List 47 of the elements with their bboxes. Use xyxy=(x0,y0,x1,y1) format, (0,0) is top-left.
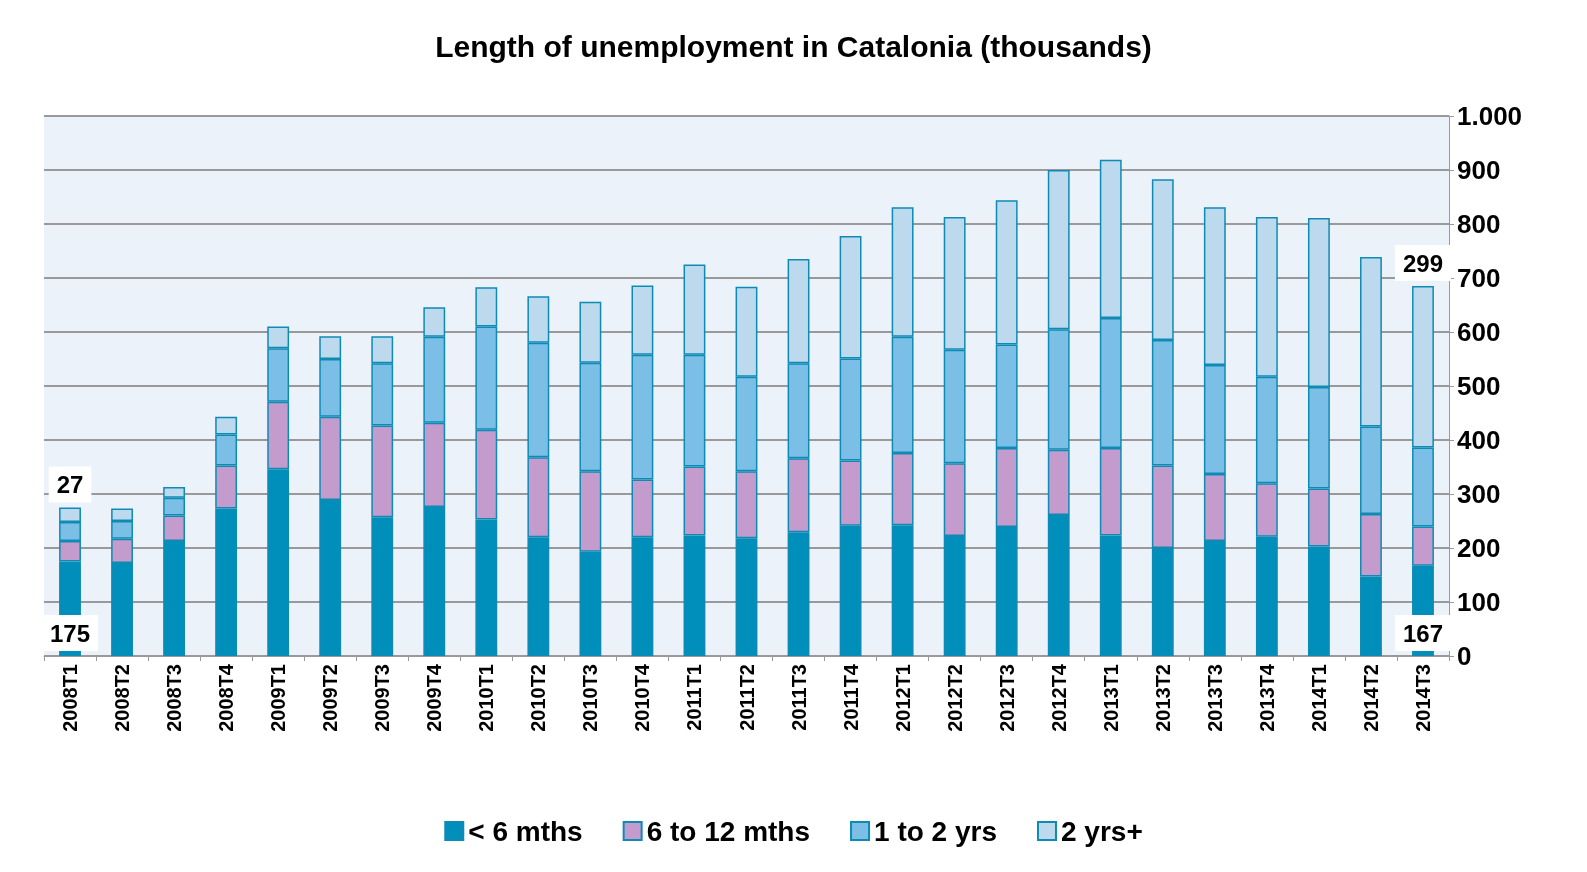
x-tick-label: 2009T3 xyxy=(371,664,394,732)
x-tick-label: 2012T2 xyxy=(943,664,966,732)
data-label: 299 xyxy=(1402,249,1443,277)
x-tick-label: 2013T2 xyxy=(1151,664,1174,732)
legend-label: 1 to 2 yrs xyxy=(874,815,997,847)
y-tick-label: 700 xyxy=(1457,263,1501,293)
y-tick-label: 1.000 xyxy=(1457,101,1523,131)
x-tick-label: 2010T2 xyxy=(527,664,550,732)
x-tick-label: 2014T3 xyxy=(1411,664,1434,732)
x-tick-label: 2013T1 xyxy=(1099,664,1122,732)
x-tick-label: 2011T1 xyxy=(683,664,706,731)
y-tick-label: 100 xyxy=(1457,587,1501,617)
data-label: 27 xyxy=(56,471,84,498)
data-label: 167 xyxy=(1402,619,1443,647)
y-tick-label: 300 xyxy=(1457,479,1501,509)
data-label: 175 xyxy=(50,619,91,647)
x-tick-label: 2008T2 xyxy=(111,664,134,732)
x-tick-label: 2009T1 xyxy=(267,664,290,732)
x-tick-label: 2010T1 xyxy=(475,664,498,732)
x-tick-label: 2012T4 xyxy=(1047,663,1070,732)
x-tick-label: 2008T3 xyxy=(163,664,186,732)
y-tick-label: 200 xyxy=(1457,533,1501,563)
x-tick-label: 2013T4 xyxy=(1255,663,1278,732)
y-tick-label: 600 xyxy=(1457,317,1501,347)
x-tick-label: 2012T3 xyxy=(995,664,1018,732)
x-tick-label: 2011T4 xyxy=(839,663,862,731)
y-tick-label: 900 xyxy=(1457,155,1501,185)
x-tick-label: 2008T1 xyxy=(59,664,82,732)
x-tick-label: 2011T3 xyxy=(787,664,810,731)
x-tick-label: 2012T1 xyxy=(891,664,914,732)
x-tick-label: 2009T4 xyxy=(423,663,446,732)
x-tick-label: 2011T2 xyxy=(735,664,758,731)
x-tick-label: 2010T4 xyxy=(631,663,654,732)
chart-title: Length of unemployment in Catalonia (thousands) xyxy=(435,29,1152,63)
x-tick-label: 2010T3 xyxy=(579,664,602,732)
x-tick-label: 2008T4 xyxy=(215,663,238,732)
legend-label: 2 yrs+ xyxy=(1060,815,1143,847)
legend-label: 6 to 12 mths xyxy=(646,815,811,847)
x-tick-label: 2009T2 xyxy=(319,664,342,732)
x-tick-label: 2014T2 xyxy=(1359,664,1382,732)
y-tick-label: 800 xyxy=(1457,209,1501,239)
y-tick-label: 0 xyxy=(1457,641,1472,671)
x-tick-label: 2014T1 xyxy=(1307,664,1330,732)
y-tick-label: 400 xyxy=(1457,425,1501,455)
y-tick-label: 500 xyxy=(1457,371,1501,401)
legend-label: < 6 mths xyxy=(468,815,583,847)
x-tick-label: 2013T3 xyxy=(1203,664,1226,732)
